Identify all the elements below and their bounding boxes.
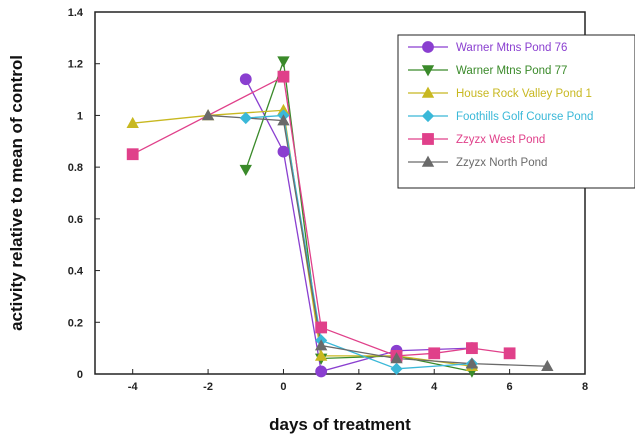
legend-marker xyxy=(421,109,435,123)
x-tick-label: -4 xyxy=(128,381,139,393)
data-point xyxy=(201,109,215,121)
y-tick-label: 1 xyxy=(77,110,83,122)
data-point xyxy=(465,357,479,369)
legend-marker xyxy=(421,155,435,167)
data-point xyxy=(314,339,328,351)
data-point xyxy=(126,148,139,161)
y-tick-label: 0 xyxy=(77,369,83,381)
data-point xyxy=(541,359,554,372)
plot-frame xyxy=(94,11,586,375)
data-point xyxy=(277,145,290,158)
data-point xyxy=(390,362,403,375)
legend-label: Warner Mtns Pond 76 xyxy=(456,42,567,54)
data-point xyxy=(277,70,290,83)
y-tick-label: 1.4 xyxy=(68,7,84,19)
series-line xyxy=(208,114,548,367)
y-tick-label: 0.2 xyxy=(68,317,83,329)
legend-marker xyxy=(421,86,435,98)
y-tick-label: 1.2 xyxy=(68,59,83,71)
data-point xyxy=(126,116,139,128)
x-tick-label: -2 xyxy=(203,381,213,393)
data-point xyxy=(314,349,328,361)
legend-label: Zzyzx West Pond xyxy=(456,134,545,146)
legend-marker xyxy=(421,65,435,77)
legend: Warner Mtns Pond 76 Warner Mtns Pond 77 Ho… xyxy=(397,34,635,189)
data-point xyxy=(315,365,328,378)
y-tick-label: 0.6 xyxy=(68,214,83,226)
x-tick-label: 4 xyxy=(431,381,438,393)
legend-label: House Rock Valley Pond 1 xyxy=(456,88,592,100)
legend-marker xyxy=(422,41,434,53)
data-point xyxy=(239,73,252,86)
x-tick-label: 2 xyxy=(356,381,362,393)
data-point xyxy=(239,164,252,177)
x-tick-label: 8 xyxy=(582,381,588,393)
data-point xyxy=(239,111,252,125)
data-point xyxy=(390,352,403,364)
data-point xyxy=(277,56,290,68)
legend-label: Warner Mtns Pond 77 xyxy=(456,65,567,77)
data-point xyxy=(315,321,328,334)
y-tick-label: 0.8 xyxy=(68,162,83,174)
y-axis-title: activity relative to mean of control xyxy=(7,55,26,331)
axis-ticks: -4 -2 0 2 4 6 8 0 0.2 0.4 0.6 0.8 1 1.2 1.4 xyxy=(68,7,588,393)
x-tick-label: 6 xyxy=(507,381,513,393)
x-axis-title: days of treatment xyxy=(269,415,411,434)
series-markers xyxy=(126,56,554,378)
data-point xyxy=(503,347,516,360)
legend-label: Foothills Golf Course Pond xyxy=(456,111,593,123)
x-tick-label: 0 xyxy=(280,381,286,393)
legend-label: Zzyzx North Pond xyxy=(456,157,547,169)
data-point xyxy=(277,114,290,126)
y-tick-label: 0.4 xyxy=(68,266,84,278)
data-point xyxy=(466,342,478,355)
legend-marker xyxy=(422,133,434,145)
data-point xyxy=(428,347,441,360)
